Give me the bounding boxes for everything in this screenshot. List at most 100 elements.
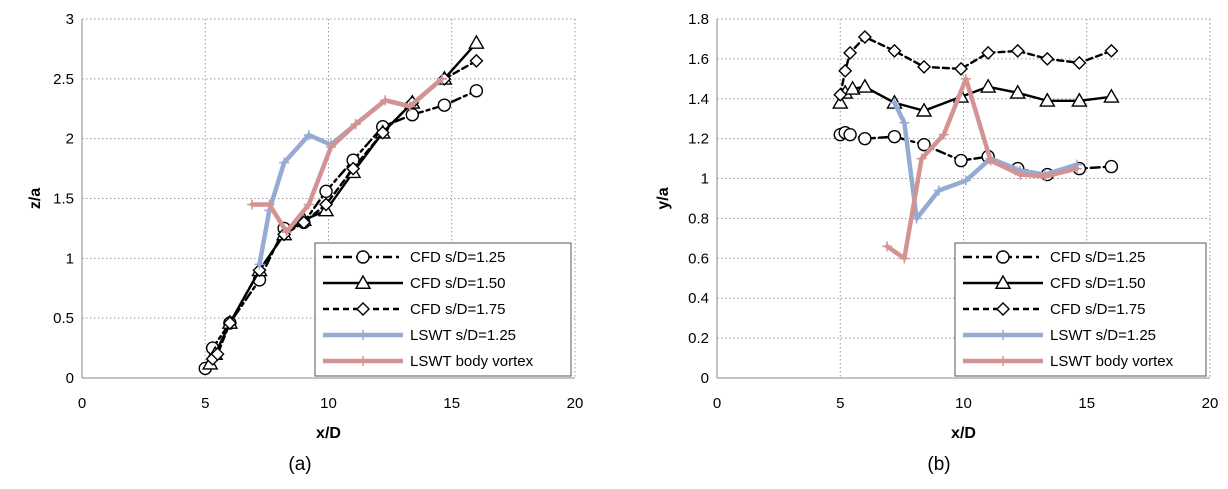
legend-label: LSWT body vortex <box>1050 353 1174 370</box>
data-point <box>469 53 484 68</box>
data-point <box>916 153 927 164</box>
data-point <box>375 125 390 140</box>
y-tick-label: 1 <box>701 171 709 188</box>
data-point <box>838 63 853 78</box>
data-point <box>938 129 949 140</box>
y-tick-label: 0.8 <box>688 210 709 227</box>
data-point <box>979 78 997 93</box>
series-lswt-body-vortex <box>882 73 1082 264</box>
data-point <box>1072 55 1087 70</box>
data-point <box>833 87 848 102</box>
y-tick-label: 0.5 <box>53 310 74 327</box>
legend-label: CFD s/D=1.50 <box>1050 275 1145 292</box>
x-tick-label: 10 <box>320 395 337 412</box>
legend-marker <box>994 274 1012 289</box>
data-point <box>319 184 333 199</box>
y-tick-label: 0.4 <box>688 290 709 307</box>
x-tick-label: 5 <box>201 395 209 412</box>
legend: CFD s/D=1.25 CFD s/D=1.50 CFD s/D=1.75 LSWT… <box>954 242 1207 377</box>
data-point <box>954 61 969 76</box>
x-tick-label: 5 <box>836 395 844 412</box>
data-point <box>319 197 334 212</box>
series-cfd-s-d-1-50 <box>832 78 1120 117</box>
y-tick-label: 1.4 <box>688 91 709 108</box>
data-point <box>350 119 361 130</box>
data-point <box>1071 163 1082 174</box>
data-point <box>887 43 902 58</box>
y-axis-label: z/a <box>27 188 44 209</box>
data-point <box>281 227 292 238</box>
data-point <box>1039 92 1056 107</box>
legend: CFD s/D=1.25 CFD s/D=1.50 CFD s/D=1.75 LSWT… <box>314 242 572 377</box>
y-tick-label: 1.5 <box>53 191 74 208</box>
data-point <box>856 78 874 93</box>
x-tick-label: 10 <box>955 395 972 412</box>
data-point <box>405 108 420 122</box>
legend-marker <box>358 356 368 366</box>
data-point <box>437 98 452 112</box>
data-point <box>1009 84 1026 99</box>
series-line <box>249 76 445 235</box>
legend-label: LSWT body vortex <box>410 353 534 370</box>
data-point <box>933 185 944 196</box>
data-point <box>468 34 485 49</box>
y-axis-label: y/a <box>655 187 672 209</box>
x-tick-label: 0 <box>78 395 86 412</box>
data-point <box>1104 159 1119 174</box>
data-point <box>1015 169 1026 180</box>
y-tick-label: 1 <box>66 250 74 267</box>
data-point <box>252 263 267 278</box>
data-point <box>960 73 971 84</box>
legend-marker <box>996 302 1010 316</box>
legend-marker <box>356 302 370 316</box>
data-point <box>915 102 933 117</box>
legend-label: CFD s/D=1.75 <box>410 301 505 318</box>
legend-label: CFD s/D=1.50 <box>410 275 505 292</box>
y-tick-label: 0.2 <box>688 330 709 347</box>
x-tick-label: 15 <box>1078 395 1095 412</box>
y-tick-label: 2.5 <box>53 71 74 88</box>
data-point <box>889 97 900 108</box>
data-point <box>404 101 415 112</box>
data-point <box>210 347 225 362</box>
x-tick-label: 0 <box>713 395 721 412</box>
data-point <box>832 94 849 109</box>
data-point <box>222 315 237 330</box>
data-point <box>303 199 314 210</box>
legend-label: CFD s/D=1.75 <box>1050 301 1145 318</box>
data-point <box>882 241 893 252</box>
data-point <box>254 259 265 270</box>
panel-label: (b) <box>927 454 950 475</box>
x-tick-label: 15 <box>443 395 460 412</box>
data-point <box>325 142 336 153</box>
x-tick-label: 20 <box>567 395 584 412</box>
data-point <box>380 95 391 106</box>
data-point <box>858 131 872 146</box>
data-point <box>247 199 258 210</box>
legend-marker <box>996 250 1010 264</box>
series-cfd-s-d-1-75 <box>833 29 1119 102</box>
data-point <box>279 157 290 168</box>
legend-label: CFD s/D=1.25 <box>410 249 505 266</box>
legend-marker <box>354 274 372 289</box>
data-point <box>917 137 931 152</box>
data-point <box>1010 43 1025 58</box>
data-point <box>1103 88 1120 103</box>
legend-marker <box>358 330 368 340</box>
data-point <box>436 73 447 84</box>
y-tick-label: 1.6 <box>688 51 709 68</box>
legend-label: LSWT s/D=1.25 <box>1050 327 1156 344</box>
y-tick-label: 2 <box>66 131 74 148</box>
chart-panel-b: 0 0.2 0.4 0.6 0.8 1 1.2 1.4 1.6 1.8 0 5 10 15 20 x/D y/a… <box>655 11 1218 475</box>
data-point <box>264 199 275 210</box>
legend-marker <box>998 330 1008 340</box>
data-point <box>899 253 910 264</box>
y-tick-label: 3 <box>66 11 74 28</box>
data-point <box>346 161 361 176</box>
x-tick-label: 20 <box>1202 395 1219 412</box>
data-point <box>981 45 996 60</box>
data-point <box>887 129 902 144</box>
legend-label: CFD s/D=1.25 <box>1050 249 1145 266</box>
